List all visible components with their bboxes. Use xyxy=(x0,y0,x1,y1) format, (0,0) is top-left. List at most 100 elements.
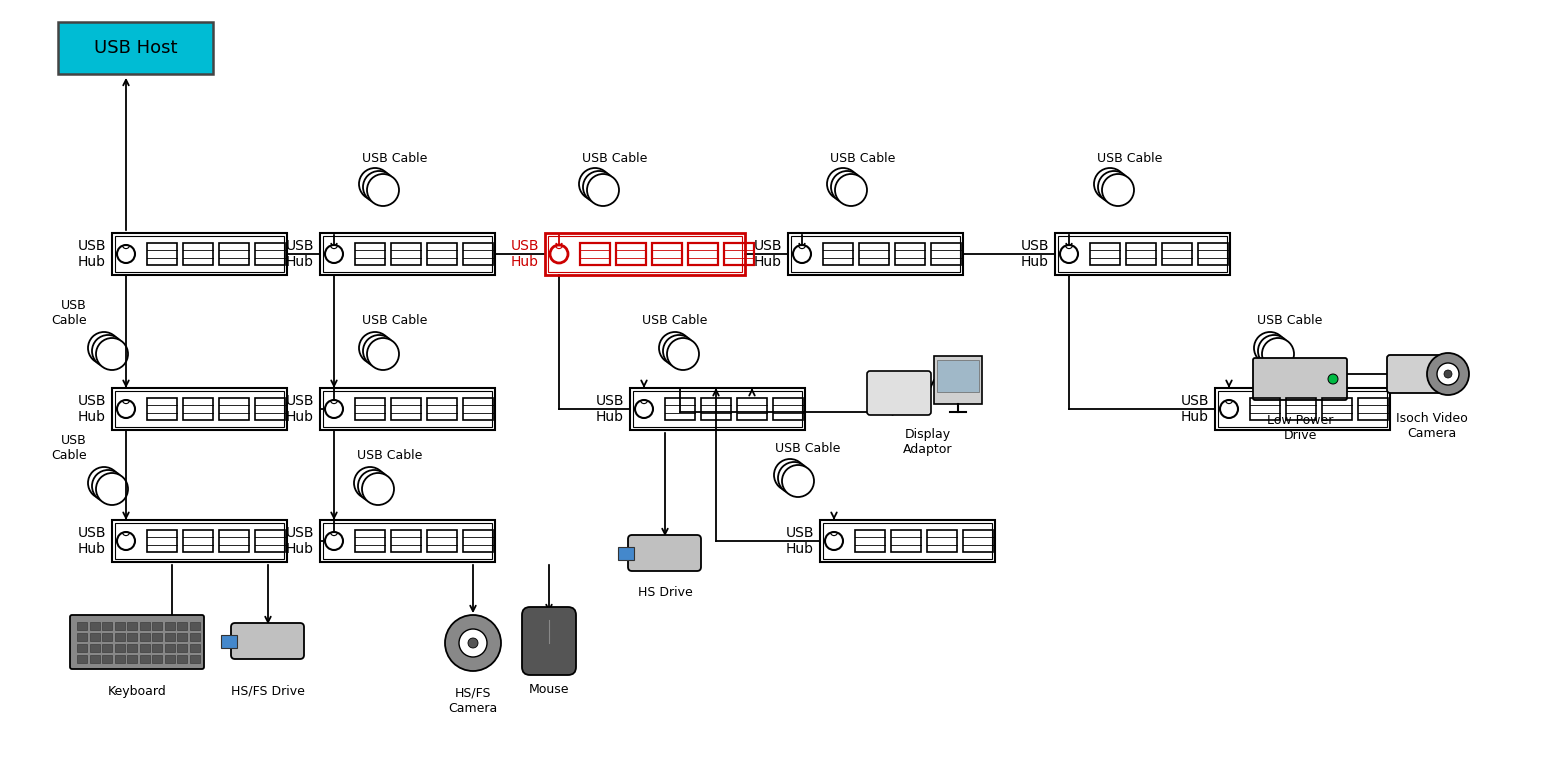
Bar xyxy=(102,622,112,630)
FancyBboxPatch shape xyxy=(628,535,701,571)
Bar xyxy=(820,520,995,562)
Bar xyxy=(152,655,162,663)
Bar xyxy=(112,520,287,562)
Bar xyxy=(1357,398,1389,420)
Bar xyxy=(390,398,422,420)
Bar xyxy=(219,398,248,420)
Circle shape xyxy=(95,473,128,505)
Text: USB
Cable: USB Cable xyxy=(52,434,87,462)
Circle shape xyxy=(580,168,611,200)
Bar xyxy=(426,398,458,420)
Bar xyxy=(1057,236,1228,272)
Bar xyxy=(964,530,993,552)
Bar xyxy=(926,530,958,552)
Bar xyxy=(147,398,177,420)
Bar xyxy=(89,644,100,652)
Text: USB Cable: USB Cable xyxy=(775,442,840,455)
Circle shape xyxy=(459,629,487,657)
Bar xyxy=(355,243,384,265)
Text: USB
Hub: USB Hub xyxy=(753,239,783,269)
Circle shape xyxy=(358,470,390,502)
Circle shape xyxy=(92,470,123,502)
Bar xyxy=(77,633,87,641)
Bar xyxy=(548,236,742,272)
Circle shape xyxy=(550,245,569,263)
Circle shape xyxy=(362,171,395,203)
FancyBboxPatch shape xyxy=(867,371,931,415)
Bar xyxy=(355,398,384,420)
Bar xyxy=(255,530,284,552)
Circle shape xyxy=(1328,374,1339,384)
Circle shape xyxy=(367,174,398,206)
Bar xyxy=(545,233,745,275)
Circle shape xyxy=(362,335,395,367)
Text: USB
Hub: USB Hub xyxy=(595,394,623,424)
Bar xyxy=(665,398,695,420)
Bar xyxy=(152,622,162,630)
Bar xyxy=(426,530,458,552)
Text: HS/FS
Camera: HS/FS Camera xyxy=(448,687,498,715)
Bar xyxy=(116,391,284,427)
Bar xyxy=(462,398,494,420)
Bar xyxy=(323,236,492,272)
Bar xyxy=(633,391,801,427)
Bar xyxy=(139,622,150,630)
Bar xyxy=(323,391,492,427)
Circle shape xyxy=(1428,353,1468,395)
Bar xyxy=(183,243,212,265)
Bar xyxy=(320,233,495,275)
Text: USB Cable: USB Cable xyxy=(362,314,428,327)
Circle shape xyxy=(662,335,695,367)
Bar xyxy=(127,633,137,641)
Bar xyxy=(89,633,100,641)
Circle shape xyxy=(359,168,390,200)
Text: Isoch Video
Camera: Isoch Video Camera xyxy=(1396,412,1468,440)
Text: USB
Cable: USB Cable xyxy=(52,299,87,327)
FancyBboxPatch shape xyxy=(70,615,205,669)
Bar xyxy=(725,243,754,265)
Bar xyxy=(426,243,458,265)
Circle shape xyxy=(1437,363,1459,385)
Bar xyxy=(701,398,731,420)
Text: USB
Hub: USB Hub xyxy=(78,394,106,424)
Bar xyxy=(1215,388,1390,430)
Bar xyxy=(1321,398,1353,420)
Bar xyxy=(183,398,212,420)
Bar xyxy=(1054,233,1229,275)
Circle shape xyxy=(1103,174,1134,206)
Text: USB Cable: USB Cable xyxy=(583,152,648,165)
Circle shape xyxy=(355,467,386,499)
Bar xyxy=(89,622,100,630)
Text: USB Cable: USB Cable xyxy=(358,449,423,462)
FancyBboxPatch shape xyxy=(934,356,982,404)
Circle shape xyxy=(659,332,690,364)
Circle shape xyxy=(117,245,134,263)
Bar xyxy=(147,530,177,552)
Bar xyxy=(580,243,611,265)
Bar xyxy=(1198,243,1228,265)
Bar xyxy=(127,655,137,663)
Circle shape xyxy=(1262,338,1293,370)
Bar xyxy=(687,243,719,265)
Text: USB Cable: USB Cable xyxy=(1257,314,1323,327)
Circle shape xyxy=(831,171,862,203)
Text: Mouse: Mouse xyxy=(530,683,569,696)
Circle shape xyxy=(636,400,653,418)
Bar xyxy=(177,633,187,641)
Bar xyxy=(147,243,177,265)
Bar xyxy=(189,655,200,663)
Text: HS/FS Drive: HS/FS Drive xyxy=(231,684,305,697)
Bar xyxy=(77,644,87,652)
Text: USB
Hub: USB Hub xyxy=(511,239,539,269)
Bar xyxy=(114,644,125,652)
Text: HS Drive: HS Drive xyxy=(637,586,692,599)
Bar xyxy=(189,622,200,630)
Circle shape xyxy=(92,335,123,367)
Circle shape xyxy=(583,171,615,203)
Bar xyxy=(112,388,287,430)
Circle shape xyxy=(359,332,390,364)
Circle shape xyxy=(362,473,394,505)
Bar xyxy=(1250,398,1279,420)
Bar xyxy=(139,644,150,652)
Circle shape xyxy=(1061,245,1078,263)
